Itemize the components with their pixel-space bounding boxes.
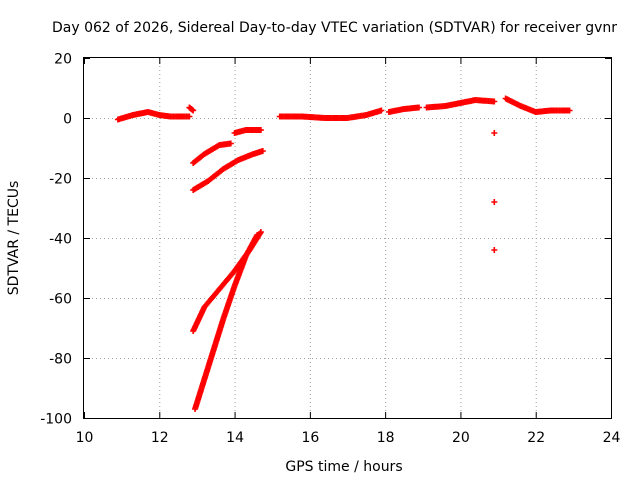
y-tick-label: 20 bbox=[54, 52, 72, 68]
y-tick-label: 0 bbox=[63, 112, 72, 128]
data-point bbox=[491, 199, 498, 205]
x-tick-label: 10 bbox=[76, 430, 94, 446]
y-tick-label: -60 bbox=[49, 292, 72, 308]
data-point bbox=[491, 247, 498, 253]
x-tick-label: 22 bbox=[527, 430, 545, 446]
data-point bbox=[257, 229, 264, 235]
y-axis-label: SDTVAR / TECUs bbox=[6, 181, 22, 296]
y-tick-label: -100 bbox=[40, 412, 72, 428]
data-point bbox=[254, 232, 261, 238]
y-tick-label: -20 bbox=[49, 172, 72, 188]
x-tick-label: 20 bbox=[452, 430, 470, 446]
chart-title: Day 062 of 2026, Sidereal Day-to-day VTE… bbox=[52, 20, 617, 36]
data-point bbox=[227, 140, 234, 147]
data-point bbox=[491, 130, 498, 136]
data-point bbox=[378, 107, 385, 114]
data-point bbox=[259, 148, 266, 154]
x-axis-label: GPS time / hours bbox=[285, 459, 402, 475]
data-point bbox=[566, 107, 573, 114]
y-tick-label: -40 bbox=[49, 232, 72, 248]
x-tick-label: 12 bbox=[151, 430, 169, 446]
data-point bbox=[491, 98, 498, 105]
data-point bbox=[416, 104, 423, 111]
data-point bbox=[190, 107, 197, 114]
y-tick-label: -80 bbox=[49, 352, 72, 368]
x-tick-label: 18 bbox=[377, 430, 395, 446]
data-points bbox=[114, 95, 573, 412]
x-tick-label: 14 bbox=[226, 430, 244, 446]
x-tick-label: 16 bbox=[301, 430, 319, 446]
data-point bbox=[257, 127, 264, 133]
plot-frame bbox=[83, 57, 612, 419]
axes: 10 12 14 16 18 20 22 24 -100 -80 -60 -40 -20 0 20 bbox=[40, 52, 620, 447]
data-point bbox=[186, 113, 193, 120]
x-tick-label: 24 bbox=[603, 430, 621, 446]
